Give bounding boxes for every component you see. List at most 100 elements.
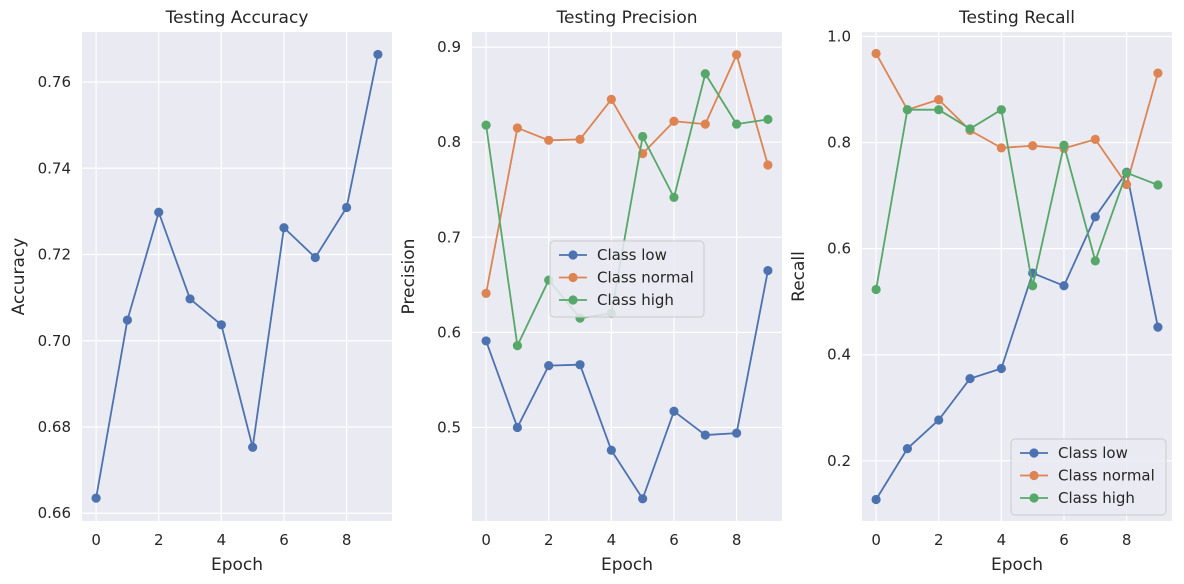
data-point <box>575 134 585 144</box>
data-point <box>996 143 1006 153</box>
data-point <box>763 160 773 170</box>
y-tick-label: 0.68 <box>38 418 71 436</box>
legend-marker <box>1029 448 1039 458</box>
data-point <box>575 360 585 370</box>
data-point <box>763 265 773 276</box>
data-point <box>731 119 742 129</box>
x-tick-label: 2 <box>544 531 554 549</box>
data-point <box>996 363 1006 374</box>
legend-item: Class high <box>559 291 674 309</box>
chart-panel-0: 0 2 4 6 8 0.66 0.68 0.70 0.72 0.74 0.76 Testing Acc… <box>9 8 392 575</box>
legend-frame <box>1010 438 1167 516</box>
x-tick-label: 6 <box>1059 531 1069 549</box>
legend-item: Class low <box>559 246 667 264</box>
data-point <box>965 124 975 134</box>
series-line <box>485 270 769 500</box>
data-point <box>544 361 554 371</box>
chart-panel-2: 0 2 4 6 8 0.2 0.4 0.6 0.8 1.0 Testing Recall Epoch R… <box>789 8 1172 575</box>
data-point <box>1153 180 1163 190</box>
data-point <box>669 116 679 126</box>
legend-label: Class high <box>597 291 674 309</box>
y-tick-label: 0.72 <box>38 246 71 264</box>
y-tick-label: 0.4 <box>827 346 851 364</box>
y-tick-label: 0.6 <box>827 240 851 258</box>
data-point <box>669 192 679 202</box>
legend-frame <box>549 240 705 318</box>
data-point <box>606 445 616 455</box>
x-tick-label: 4 <box>607 531 617 549</box>
data-point <box>216 320 226 330</box>
series-line <box>875 53 1159 186</box>
data-point <box>731 50 742 60</box>
series-line <box>485 72 769 347</box>
chart-title: Testing Recall <box>958 8 1075 28</box>
x-tick-label: 0 <box>91 531 101 549</box>
y-tick-label: 0.5 <box>437 418 461 436</box>
x-tick-label: 8 <box>1122 531 1132 549</box>
data-point <box>934 105 944 115</box>
data-point <box>1121 168 1132 178</box>
series-2 <box>871 105 1163 295</box>
data-point <box>154 207 164 217</box>
data-point <box>185 294 195 304</box>
x-axis-label: Epoch <box>211 555 263 575</box>
y-tick-label: 0.70 <box>38 332 71 350</box>
data-point <box>1090 212 1100 222</box>
data-point <box>1153 322 1163 332</box>
data-point <box>669 406 679 416</box>
series-line <box>875 108 1159 290</box>
y-tick-label: 0.7 <box>437 228 461 246</box>
legend-item: Class high <box>1020 489 1135 507</box>
data-point <box>310 252 320 263</box>
data-point <box>700 430 710 440</box>
data-point <box>1028 281 1038 291</box>
data-point <box>512 123 523 133</box>
y-tick-label: 0.76 <box>38 73 71 91</box>
x-tick-label: 4 <box>997 531 1007 549</box>
data-point <box>544 135 554 145</box>
x-tick-label: 0 <box>481 531 491 549</box>
data-point <box>606 94 616 105</box>
legend-label: Class low <box>1058 444 1128 462</box>
data-point <box>1153 68 1163 78</box>
data-point <box>1059 281 1069 291</box>
chart-title: Testing Accuracy <box>165 8 309 28</box>
legend-label: Class normal <box>597 269 694 287</box>
y-tick-label: 0.2 <box>827 452 851 470</box>
data-point <box>122 315 133 325</box>
data-point <box>934 415 944 425</box>
data-point <box>965 373 975 384</box>
series-0 <box>481 265 773 504</box>
x-tick-label: 4 <box>217 531 227 549</box>
data-point <box>934 95 944 105</box>
data-point <box>512 422 523 433</box>
data-point <box>1090 256 1100 266</box>
series-line <box>95 54 379 499</box>
data-point <box>902 105 913 115</box>
data-point <box>1059 140 1069 150</box>
legend-marker <box>568 295 578 305</box>
x-tick-label: 6 <box>279 531 289 549</box>
data-point <box>1090 134 1100 144</box>
data-point <box>91 493 101 503</box>
data-point <box>871 48 881 59</box>
x-axis-label: Epoch <box>601 555 653 575</box>
data-point <box>373 49 383 60</box>
x-tick-label: 8 <box>342 531 352 549</box>
y-tick-label: 0.74 <box>38 159 71 177</box>
legend-item: Class normal <box>559 269 694 287</box>
chart-panel-1: 0 2 4 6 8 0.5 0.6 0.7 0.8 0.9 Testing Precision Epo… <box>399 8 782 575</box>
data-point <box>481 288 491 298</box>
data-point <box>763 114 773 124</box>
y-tick-label: 1.0 <box>827 28 851 46</box>
series-line <box>875 171 1159 500</box>
chart-title: Testing Precision <box>555 8 697 28</box>
data-point <box>700 119 710 129</box>
y-tick-label: 0.9 <box>437 38 461 56</box>
y-axis-label: Precision <box>399 239 419 315</box>
legend-label: Class high <box>1058 489 1135 507</box>
data-point <box>1121 179 1132 190</box>
data-point <box>638 494 648 504</box>
y-tick-label: 0.8 <box>827 134 851 152</box>
